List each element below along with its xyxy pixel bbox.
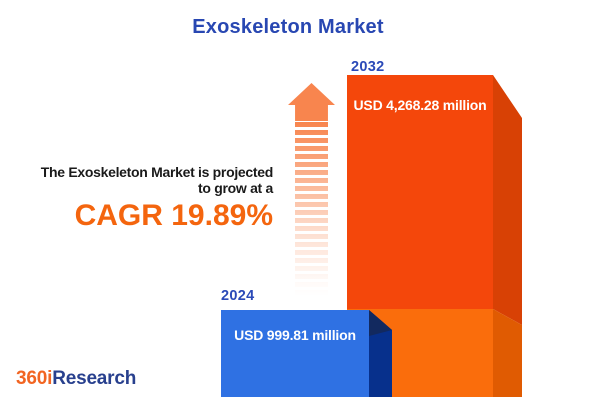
bar-2032-front-upper: [347, 75, 493, 309]
logo-360i: 360i: [16, 368, 53, 389]
bar-2032-side-upper: [493, 75, 522, 325]
bar-2024-front: [221, 310, 369, 397]
bar-2024-bevel: [369, 310, 392, 336]
label-year-2032: 2032: [351, 59, 385, 75]
growth-arrow-stripes: [295, 122, 328, 296]
brand-logo: 360iResearch: [16, 368, 136, 390]
value-label-2032: USD 4,268.28 million: [353, 97, 487, 113]
page-title: Exoskeleton Market: [192, 16, 384, 38]
growth-note-line2: to grow at a: [198, 180, 273, 196]
growth-note-line1: The Exoskeleton Market is projected: [40, 164, 274, 180]
value-label-2024: USD 999.81 million: [234, 327, 356, 343]
bar-2032-side-lower: [493, 309, 522, 397]
cagr-value: CAGR 19.89%: [74, 199, 273, 232]
growth-note: The Exoskeleton Market is projected to g…: [40, 164, 274, 232]
label-year-2024: 2024: [221, 288, 255, 304]
logo-research: Research: [52, 368, 137, 389]
